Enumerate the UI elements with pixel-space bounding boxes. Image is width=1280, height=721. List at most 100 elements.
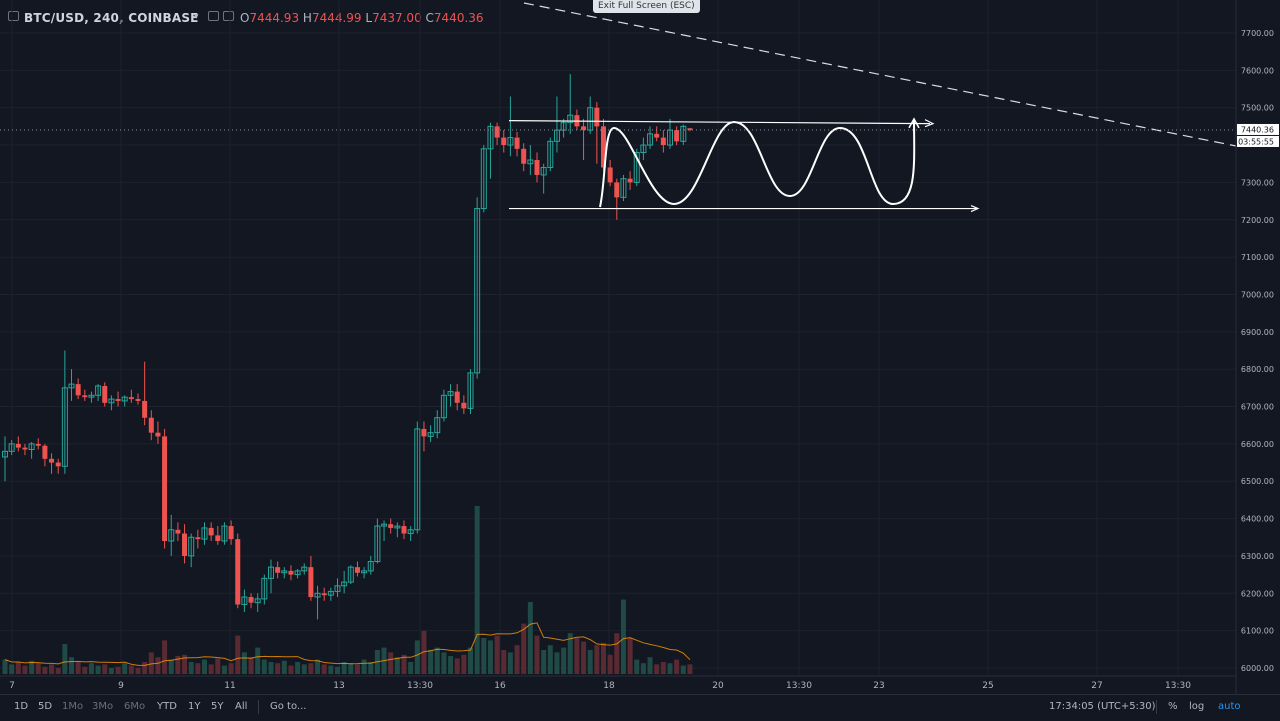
candle-body (687, 128, 693, 130)
volume-bar (348, 663, 354, 674)
candle-body (95, 385, 102, 396)
exit-fullscreen-button[interactable]: Exit Full Screen (ESC) (593, 0, 700, 13)
log-scale-toggle[interactable]: log (1189, 701, 1205, 712)
candle-body (507, 137, 514, 146)
candle-body (195, 537, 201, 540)
last-price-badge (1237, 123, 1279, 135)
high-value: 7444.99 (311, 11, 362, 25)
candle-body (427, 432, 434, 437)
candle-body (421, 428, 427, 437)
volume-bar (135, 668, 141, 674)
candle-body (102, 385, 108, 403)
volume-ma-line (4, 622, 691, 666)
time-tick-label: 20 (712, 681, 724, 691)
price-tick-label: 7100.00 (1241, 253, 1274, 262)
volume-bar (195, 663, 201, 674)
timeframe-all-button[interactable]: All (235, 701, 248, 712)
volume-bar (261, 659, 267, 674)
volume-bar (315, 659, 321, 674)
symbol-label[interactable]: BTC/USD, 240, COINBASE (24, 11, 199, 25)
candle-body (254, 598, 261, 604)
volume-bar (567, 633, 573, 674)
price-tick-label: 7700.00 (1241, 29, 1274, 38)
volume-bar (534, 635, 540, 674)
candle-body (148, 417, 154, 433)
price-chart[interactable]: 7700.00 7600.00 7500.00 7300.00 7200.00 7100.… (0, 0, 1280, 694)
candle-body (341, 581, 348, 587)
candle-body (175, 529, 181, 534)
close-value: 7440.36 (433, 11, 484, 25)
settings-icon[interactable] (223, 11, 234, 21)
candle-body (567, 114, 574, 124)
candle-body (560, 122, 567, 131)
percent-scale-toggle[interactable]: % (1168, 701, 1178, 712)
chevron-down-icon[interactable]: ▾ (194, 12, 199, 22)
volume-bar (208, 664, 214, 674)
goto-button[interactable]: Go to... (270, 701, 307, 712)
candle-body (121, 396, 128, 402)
volume-bar (361, 659, 367, 674)
volume-bar (202, 659, 207, 674)
timeframe-1y-button[interactable]: 1Y (188, 701, 201, 712)
timeframe-6mo-button[interactable]: 6Mo (124, 701, 146, 712)
timeframe-1mo-button[interactable]: 1Mo (62, 701, 84, 712)
volume-bar (634, 659, 640, 674)
candle-body (474, 208, 481, 374)
volume-bar (674, 659, 680, 674)
close-label: C (425, 11, 434, 25)
volume-bar (547, 645, 553, 674)
timeframe-5y-button[interactable]: 5Y (211, 701, 224, 712)
time-tick-label: 18 (603, 681, 615, 691)
time-tick-label: 13:30 (407, 681, 433, 691)
volume-bar (601, 642, 606, 674)
candle-body (228, 526, 234, 540)
volume-bar (62, 644, 68, 674)
candle-body (221, 525, 228, 542)
volume-bar (527, 602, 533, 674)
volume-bar (69, 657, 74, 674)
volume-bar (75, 662, 81, 674)
volume-bar (241, 652, 247, 674)
price-tick-label: 7200.00 (1241, 216, 1274, 225)
ohlc-readout: O7444.93 H7444.99 L7437.00 C7440.36 (240, 11, 484, 25)
chart-menu-icon[interactable] (8, 11, 19, 21)
countdown-badge (1237, 135, 1279, 147)
candle-body (347, 566, 354, 583)
clock-readout[interactable]: 17:34:05 (UTC+5:30) (1049, 701, 1156, 712)
candle-body (115, 399, 121, 401)
auto-scale-toggle[interactable]: auto (1218, 701, 1241, 712)
trend-line (523, 2, 1237, 147)
volume-bar (401, 654, 407, 674)
low-value: 7437.00 (372, 11, 422, 25)
candle-body (2, 450, 8, 458)
candle-body (135, 399, 141, 401)
timeframe-3mo-button[interactable]: 3Mo (92, 701, 114, 712)
candle-body (308, 567, 314, 598)
time-tick-label: 13:30 (1165, 681, 1191, 691)
volume-bar (301, 664, 307, 674)
candle-body (414, 428, 421, 531)
candle-body (281, 570, 288, 574)
volume-bar (448, 656, 454, 674)
volume-bar (155, 657, 161, 674)
timeframe-ytd-button[interactable]: YTD (157, 701, 177, 712)
volume-bar (501, 650, 507, 674)
support-arrowhead (970, 205, 980, 213)
last-price-label: 7440.36 (1241, 125, 1274, 134)
candle-body (521, 148, 527, 164)
candle-body (294, 570, 301, 576)
volume-bar (441, 652, 447, 674)
volume-bar (354, 664, 360, 674)
candle-body (261, 577, 268, 600)
volume-bar (142, 662, 148, 674)
candle-body (367, 561, 374, 572)
candle-body (82, 395, 88, 398)
candle-body (215, 535, 221, 541)
candle-body (327, 590, 334, 596)
candle-body (288, 570, 294, 575)
candle-body (587, 107, 594, 131)
candle-body (22, 447, 28, 450)
timeframe-1d-button[interactable]: 1D (14, 701, 29, 712)
timeframe-5d-button[interactable]: 5D (38, 701, 53, 712)
compare-icon[interactable] (208, 11, 219, 21)
